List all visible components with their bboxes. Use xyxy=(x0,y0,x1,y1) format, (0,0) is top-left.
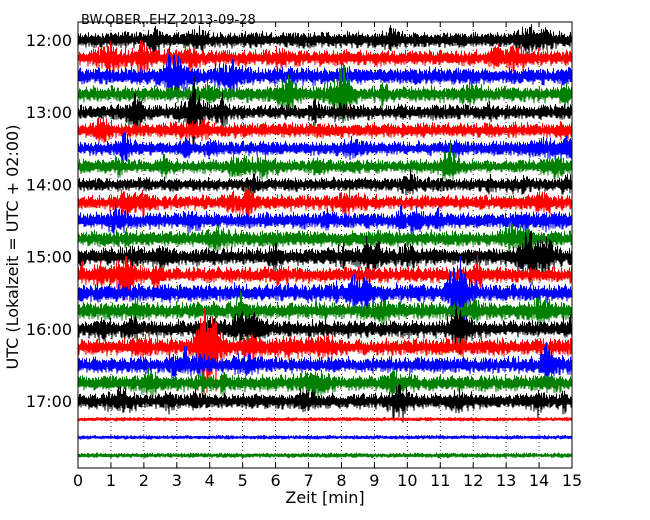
y-tick-label: 13:00 xyxy=(26,103,72,122)
seismic-trace xyxy=(77,139,573,181)
seismic-trace xyxy=(77,203,573,235)
x-tick-label: 13 xyxy=(496,471,516,490)
seismic-trace xyxy=(77,230,573,286)
x-tick-label: 0 xyxy=(73,471,83,490)
seismic-trace xyxy=(77,306,573,355)
x-tick-label: 7 xyxy=(303,471,313,490)
seismic-trace xyxy=(77,365,573,402)
y-tick-label: 15:00 xyxy=(26,248,72,267)
x-tick-label: 12 xyxy=(463,471,483,490)
seismic-trace xyxy=(77,255,573,322)
seismic-trace xyxy=(77,39,573,79)
axis-ticks xyxy=(77,22,573,468)
seismic-trace xyxy=(77,185,573,224)
x-tick-label: 3 xyxy=(172,471,182,490)
x-tick-label: 10 xyxy=(397,471,417,490)
x-tick-labels: 0 1 2 3 4 5 6 7 8 9 10 11 12 13 14 15 xyxy=(73,471,582,490)
x-tick-label: 1 xyxy=(106,471,116,490)
seismic-trace xyxy=(77,452,573,459)
x-tick-label: 2 xyxy=(139,471,149,490)
x-tick-label: 11 xyxy=(430,471,450,490)
x-tick-label: 4 xyxy=(205,471,215,490)
seismic-trace xyxy=(77,24,573,60)
seismic-trace xyxy=(77,416,573,422)
y-axis-label: UTC (Lokalzeit = UTC + 02:00) xyxy=(3,125,22,370)
seismic-trace xyxy=(77,384,573,423)
seismic-trace xyxy=(77,168,573,196)
x-tick-label: 8 xyxy=(336,471,346,490)
plot-frame xyxy=(77,21,573,469)
y-tick-label: 14:00 xyxy=(26,175,72,194)
x-tick-label: 5 xyxy=(238,471,248,490)
seismic-trace xyxy=(77,290,573,333)
seismic-trace xyxy=(77,254,573,301)
y-tick-label: 16:00 xyxy=(26,320,72,339)
seismic-trace xyxy=(77,131,573,165)
y-tick-labels: 12:00 13:00 14:00 15:00 16:00 17:00 xyxy=(26,31,72,411)
seismic-trace xyxy=(77,220,573,257)
y-tick-label: 12:00 xyxy=(26,31,72,50)
seismic-trace xyxy=(77,116,573,144)
x-tick-label: 9 xyxy=(369,471,379,490)
chart-title: BW.OBER..EHZ 2013-09-28 xyxy=(81,13,256,28)
seismic-trace xyxy=(77,308,573,403)
seismic-trace xyxy=(77,434,573,440)
seismic-trace xyxy=(77,77,573,147)
seismic-trace xyxy=(77,342,573,389)
x-axis-label: Zeit [min] xyxy=(285,488,364,507)
y-tick-label: 17:00 xyxy=(26,392,72,411)
seismic-traces xyxy=(77,24,573,459)
x-tick-label: 6 xyxy=(271,471,281,490)
x-tick-label: 15 xyxy=(562,471,582,490)
seismic-trace xyxy=(77,62,573,121)
x-tick-label: 14 xyxy=(529,471,549,490)
